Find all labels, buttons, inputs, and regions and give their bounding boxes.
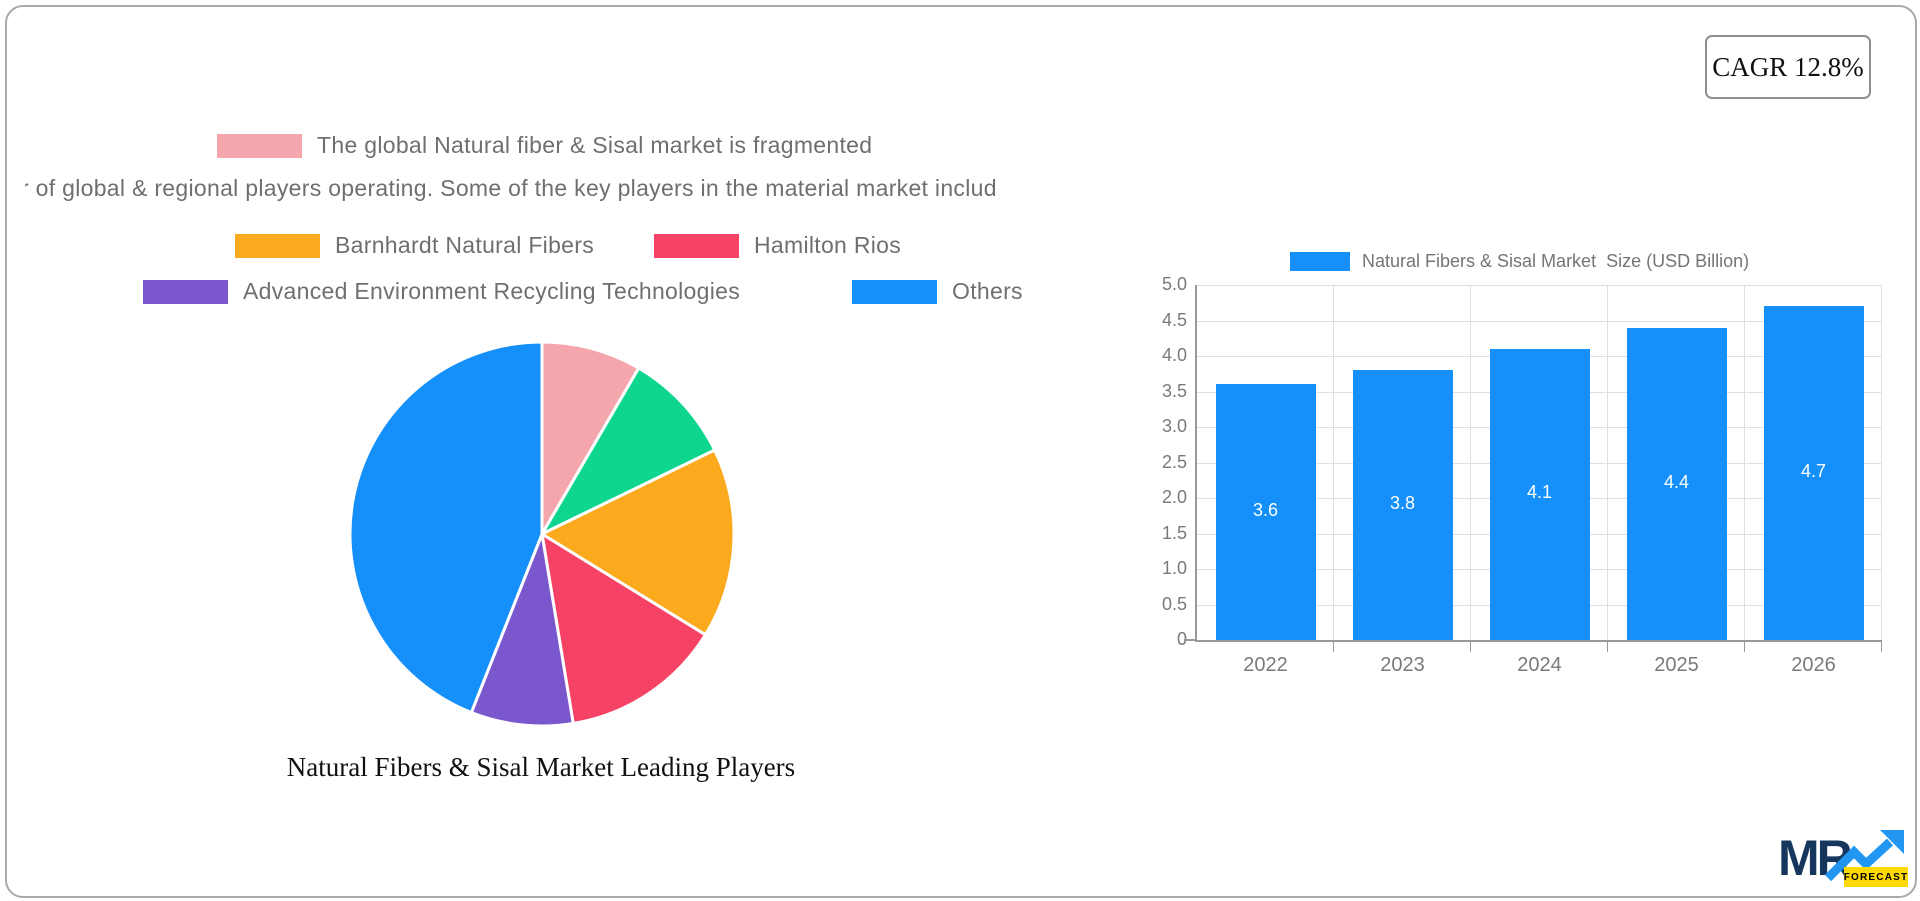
legend-swatch-purple [143, 279, 228, 304]
pie-legend-row-1: The global Natural fiber & Sisal market … [217, 132, 872, 159]
pie-legend-row-4: Advanced Environment Recycling Technolog… [143, 278, 740, 305]
pie-slice[interactable] [540, 340, 641, 536]
pie-legend-row-3b: Hamilton Rios [654, 232, 901, 259]
x-axis-tick [1881, 640, 1882, 652]
x-gridline [1881, 285, 1882, 640]
pie-chart-svg [348, 340, 736, 728]
x-axis-tick [1744, 640, 1745, 652]
y-axis-tick-label: 4.5 [1161, 309, 1187, 330]
legend-item-advanced[interactable]: Advanced Environment Recycling Technolog… [143, 278, 740, 305]
legend-item-barnhardt[interactable]: Barnhardt Natural Fibers [235, 232, 594, 259]
pie-legend-row-4b: Others [852, 278, 1023, 305]
legend-swatch-pink [217, 133, 302, 158]
pie-slice[interactable] [348, 340, 544, 715]
bar-value-label: 4.4 [1663, 471, 1690, 492]
legend-label: The global Natural fiber & Sisal market … [317, 132, 873, 158]
legend-item-hamilton[interactable]: Hamilton Rios [654, 232, 901, 259]
legend-swatch-red [654, 233, 739, 258]
x-axis-label: 2023 [1380, 654, 1425, 676]
y-axis-tick-label: 1.0 [1161, 558, 1187, 578]
x-axis-label: 2024 [1517, 654, 1562, 676]
bar-chart-plot: 5.0 4.5 4.0 3.5 3.0 2.5 2.0 1.5 1.0 0.5 0 3.6 2022 3.… [1162, 274, 1882, 676]
bar-chart-title: Natural Fibers & Sisal Market Size (USD … [1362, 251, 1750, 271]
x-axis-tick [1470, 640, 1471, 652]
bar-value-label: 4.1 [1526, 482, 1553, 503]
legend-label: Barnhardt Natural Fibers [335, 232, 595, 258]
bar-2024[interactable]: 4.1 [1489, 348, 1590, 640]
y-axis-tick-label: 2.5 [1161, 451, 1187, 472]
pie-legend-row-3: Barnhardt Natural Fibers [235, 232, 594, 259]
bar-value-label: 4.7 [1800, 461, 1827, 482]
logo-text: MR [1778, 830, 1853, 886]
y-axis-tick-label: 3.5 [1161, 380, 1187, 401]
pie-slice[interactable] [540, 448, 736, 637]
x-axis-tick [1607, 640, 1608, 652]
legend-continuation-text: r of global & regional players operating… [25, 175, 997, 201]
legend-label: Advanced Environment Recycling Technolog… [243, 278, 741, 304]
pie-chart[interactable] [346, 338, 738, 730]
bar-chart-legend[interactable]: Natural Fibers & Sisal Market Size (USD … [1290, 251, 1749, 272]
y-axis-zero-tick [1184, 639, 1197, 641]
cagr-badge: CAGR 12.8% [1705, 35, 1871, 99]
y-axis-tick-label: 5.0 [1161, 274, 1187, 294]
x-gridline [1333, 285, 1334, 640]
pie-legend-row-2: r of global & regional players operating… [25, 172, 1133, 206]
y-axis-tick-label: 4.0 [1161, 345, 1187, 365]
x-gridline [1470, 285, 1471, 640]
bar-legend-swatch [1290, 252, 1350, 271]
bar-2023[interactable]: 3.8 [1352, 370, 1453, 640]
legend-swatch-blue [852, 279, 937, 304]
bar-2025[interactable]: 4.4 [1626, 327, 1727, 640]
bar-2022[interactable]: 3.6 [1215, 384, 1316, 640]
mr-forecast-logo: MR FORECAST [1778, 830, 1912, 890]
y-axis-tick-label: 2.0 [1161, 487, 1187, 507]
y-axis-tick-label: 0 [1176, 629, 1187, 649]
pie-slice[interactable] [540, 532, 707, 725]
legend-item-fragmented[interactable]: The global Natural fiber & Sisal market … [217, 132, 872, 159]
bar-value-label: 3.8 [1389, 493, 1416, 514]
legend-label: Hamilton Rios [754, 232, 902, 258]
pie-slice[interactable] [540, 366, 717, 536]
x-axis-label: 2022 [1243, 654, 1288, 676]
bar-value-label: 3.6 [1252, 500, 1279, 521]
bar-2026[interactable]: 4.7 [1763, 306, 1864, 640]
y-gridline [1197, 285, 1882, 286]
legend-swatch-orange [235, 233, 320, 258]
logo-forecast-badge: FORECAST [1844, 867, 1908, 887]
x-axis-tick [1333, 640, 1334, 652]
legend-item-others[interactable]: Others [852, 278, 1023, 305]
y-gridline [1197, 320, 1882, 322]
y-axis-tick-label: 0.5 [1161, 593, 1187, 614]
x-axis-label: 2026 [1791, 654, 1836, 676]
x-axis-label: 2025 [1654, 654, 1699, 676]
x-gridline [1744, 285, 1745, 640]
y-axis-tick-label: 3.0 [1161, 416, 1187, 436]
x-gridline [1607, 285, 1608, 640]
y-axis-tick-label: 1.5 [1161, 522, 1187, 543]
pie-chart-caption: Natural Fibers & Sisal Market Leading Pl… [286, 752, 796, 782]
cagr-label: CAGR 12.8% [1712, 51, 1864, 82]
legend-label: Others [952, 278, 1023, 304]
pie-slice[interactable] [469, 532, 575, 728]
logo-arrow-icon [1824, 830, 1904, 882]
